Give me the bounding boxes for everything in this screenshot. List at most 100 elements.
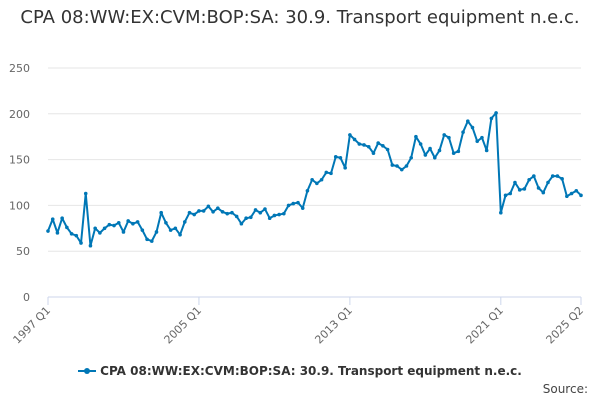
data-point-2018-Q4[interactable] [456,149,461,154]
data-point-2023-Q1[interactable] [536,186,541,190]
data-point-2011-Q4[interactable] [324,170,329,175]
data-point-2003-Q3[interactable] [168,228,173,232]
data-point-2012-Q1[interactable] [329,171,333,176]
data-point-2009-Q1[interactable] [272,213,277,218]
data-point-2004-Q4[interactable] [192,212,197,217]
data-point-2000-Q3[interactable] [112,223,116,228]
data-point-2006-Q1[interactable] [216,206,220,210]
data-point-2022-Q1[interactable] [517,188,522,192]
data-point-2008-Q4[interactable] [267,216,272,221]
data-point-2024-Q3[interactable] [565,194,569,199]
data-point-2016-Q4[interactable] [418,142,423,146]
data-point-1997-Q3[interactable] [55,231,60,235]
data-point-2023-Q3[interactable] [546,180,550,185]
data-point-2021-Q4[interactable] [513,180,517,185]
data-point-2000-Q2[interactable] [107,222,112,227]
data-point-2004-Q3[interactable] [187,210,192,215]
data-point-2011-Q2[interactable] [315,181,319,186]
data-point-1997-Q2[interactable] [50,217,55,221]
data-point-2006-Q4[interactable] [230,210,234,215]
data-point-2024-Q1[interactable] [555,174,560,178]
data-point-2002-Q3[interactable] [149,239,154,243]
data-point-2012-Q2[interactable] [333,155,338,159]
data-point-2004-Q2[interactable] [182,220,187,224]
data-point-2019-Q4[interactable] [475,139,480,144]
data-point-2006-Q2[interactable] [220,210,225,214]
data-point-2010-Q3[interactable] [300,206,305,210]
data-point-2021-Q2[interactable] [503,193,508,198]
data-point-2023-Q2[interactable] [541,190,546,195]
data-point-2003-Q1[interactable] [159,210,163,215]
data-point-2013-Q2[interactable] [352,137,357,142]
data-point-2014-Q2[interactable] [371,151,376,155]
data-point-2015-Q2[interactable] [390,163,395,167]
source-credit[interactable]: Source: [542,382,588,396]
data-point-2000-Q4[interactable] [116,221,121,225]
data-point-2015-Q1[interactable] [385,147,390,152]
data-point-2019-Q1[interactable] [461,130,465,134]
data-point-2014-Q1[interactable] [366,144,371,149]
data-point-2017-Q1[interactable] [423,153,428,157]
data-point-2009-Q4[interactable] [286,203,291,208]
data-point-2005-Q3[interactable] [206,204,211,209]
data-point-2004-Q1[interactable] [178,232,182,237]
data-point-2019-Q3[interactable] [470,125,475,130]
data-point-2001-Q3[interactable] [131,221,135,226]
data-point-2008-Q1[interactable] [253,208,258,212]
data-point-2024-Q4[interactable] [569,191,574,196]
data-point-2002-Q2[interactable] [145,237,149,242]
data-point-2019-Q2[interactable] [466,119,470,123]
data-point-1998-Q3[interactable] [74,233,79,238]
data-point-2022-Q2[interactable] [522,187,527,191]
data-point-2003-Q4[interactable] [173,226,178,231]
data-point-1999-Q4[interactable] [98,231,102,235]
data-point-2002-Q1[interactable] [140,228,145,232]
data-point-2008-Q2[interactable] [258,210,263,215]
data-point-2021-Q3[interactable] [508,191,513,196]
data-point-2007-Q2[interactable] [239,221,244,226]
data-point-2018-Q1[interactable] [442,133,447,137]
data-point-2015-Q3[interactable] [395,164,399,168]
data-point-2001-Q2[interactable] [126,219,130,223]
data-point-2015-Q4[interactable] [399,167,404,172]
legend[interactable]: CPA 08:WW:EX:CVM:BOP:SA: 30.9. Transport… [0,364,600,378]
data-point-2013-Q4[interactable] [362,143,366,147]
data-point-2007-Q3[interactable] [244,216,248,221]
data-point-2016-Q3[interactable] [414,134,418,139]
data-point-2016-Q2[interactable] [409,155,413,160]
data-point-2012-Q4[interactable] [343,166,347,170]
data-point-2014-Q4[interactable] [381,144,385,148]
data-point-2001-Q1[interactable] [121,230,126,234]
data-point-2018-Q2[interactable] [447,135,451,140]
data-point-2007-Q4[interactable] [249,215,253,220]
data-point-2011-Q3[interactable] [319,177,324,182]
data-point-2010-Q2[interactable] [296,200,300,205]
data-point-2017-Q2[interactable] [428,146,432,151]
data-point-1999-Q3[interactable] [93,226,97,231]
data-point-2024-Q2[interactable] [560,177,564,181]
data-point-1997-Q1[interactable] [46,229,50,233]
data-point-1998-Q4[interactable] [79,241,83,245]
data-point-2025-Q2[interactable] [579,193,583,198]
data-point-1999-Q1[interactable] [83,191,88,196]
data-point-2023-Q4[interactable] [550,174,555,178]
data-point-2020-Q3[interactable] [489,116,494,121]
data-point-2008-Q3[interactable] [263,207,267,211]
data-point-2025-Q1[interactable] [574,188,579,193]
data-point-2007-Q1[interactable] [234,214,239,219]
data-point-2012-Q3[interactable] [338,155,343,160]
data-point-2018-Q3[interactable] [451,151,456,155]
data-point-2014-Q3[interactable] [376,141,380,145]
data-point-2005-Q2[interactable] [201,209,206,213]
data-point-2000-Q1[interactable] [102,226,107,231]
data-point-2022-Q3[interactable] [527,177,531,182]
data-point-2021-Q1[interactable] [499,210,503,215]
data-point-2005-Q4[interactable] [211,210,215,214]
data-point-2010-Q4[interactable] [305,188,310,193]
data-point-2001-Q4[interactable] [135,220,140,224]
data-point-2011-Q1[interactable] [310,177,314,182]
data-point-1998-Q1[interactable] [65,225,69,230]
data-point-2016-Q1[interactable] [404,164,409,168]
data-point-2020-Q2[interactable] [484,148,489,153]
data-point-2020-Q4[interactable] [494,111,498,115]
